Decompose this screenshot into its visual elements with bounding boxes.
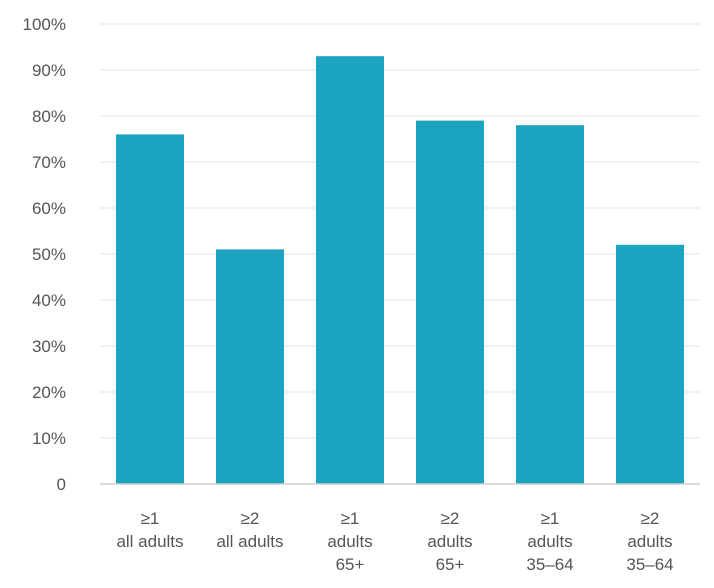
x-category-label: all adults (116, 532, 183, 551)
x-category-label: adults (427, 532, 472, 551)
gridlines (100, 23, 700, 439)
x-category-label: 65+ (436, 555, 465, 574)
x-category-label: ≥2 (641, 509, 660, 528)
y-tick-label: 20% (32, 383, 66, 402)
bar (516, 125, 584, 484)
x-category-label: all adults (216, 532, 283, 551)
y-tick-label: 70% (32, 153, 66, 172)
y-tick-label: 60% (32, 199, 66, 218)
y-tick-label: 40% (32, 291, 66, 310)
y-tick-label: 30% (32, 337, 66, 356)
x-category-label: 35–64 (526, 555, 573, 574)
x-axis-category-labels: ≥1 all adults ≥2 all adults ≥1 adults 65+ ≥2 adu… (116, 509, 673, 574)
bars (116, 56, 684, 484)
bar (616, 244, 684, 484)
y-tick-label: 50% (32, 245, 66, 264)
y-tick-label: 80% (32, 107, 66, 126)
bar (316, 56, 384, 484)
x-category-label: 35–64 (626, 555, 673, 574)
x-category-label: ≥1 (341, 509, 360, 528)
bar (416, 120, 484, 484)
x-category-label: adults (327, 532, 372, 551)
x-category-label: ≥2 (441, 509, 460, 528)
x-category-label: 65+ (336, 555, 365, 574)
y-tick-label: 100% (23, 15, 66, 34)
x-category-label: adults (627, 532, 672, 551)
bar (216, 249, 284, 484)
x-category-label: ≥2 (241, 509, 260, 528)
bar (116, 134, 184, 484)
y-axis-tick-labels: 0 10% 20% 30% 40% 50% 60% 70% 80% 90% 100% (23, 15, 66, 494)
y-tick-label: 90% (32, 61, 66, 80)
x-category-label: ≥1 (141, 509, 160, 528)
x-category-label: adults (527, 532, 572, 551)
x-category-label: ≥1 (541, 509, 560, 528)
y-tick-label: 10% (32, 429, 66, 448)
y-tick-label: 0 (57, 475, 66, 494)
